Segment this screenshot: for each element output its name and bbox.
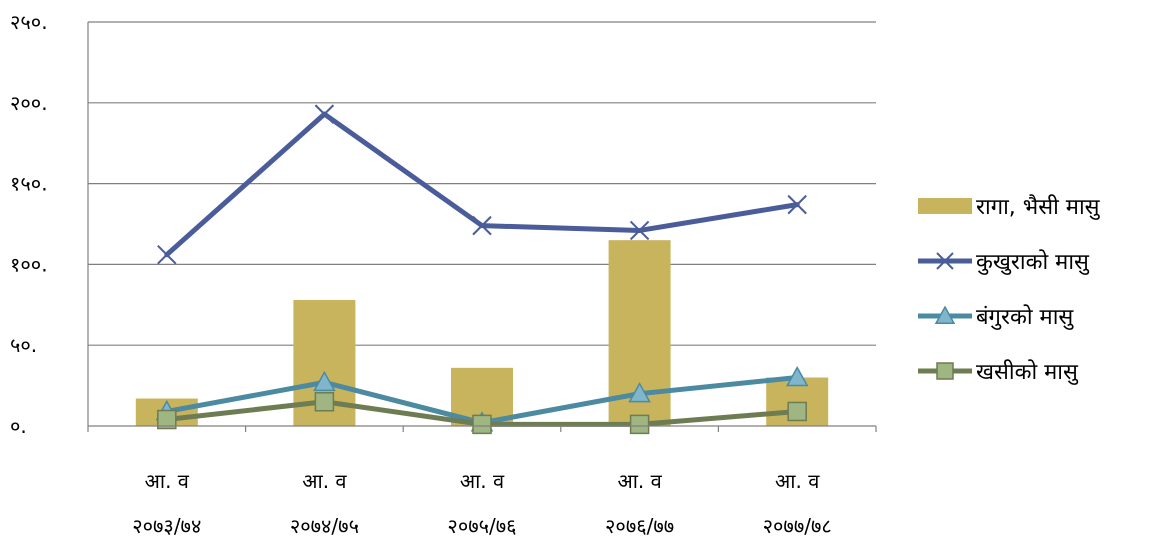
- x-tick-label: २०७७/७८: [763, 514, 832, 538]
- point-marker: [934, 305, 956, 324]
- point-marker: [314, 392, 335, 412]
- x-tick-label: २०७३/७४: [132, 514, 201, 538]
- legend-entry: बंगुरको मासु: [918, 304, 1074, 330]
- point-marker: [629, 220, 650, 241]
- legend-entry: रागा, भैसी मासु: [918, 194, 1101, 220]
- gridlines: [88, 21, 876, 346]
- x-tick-label: २०७६/७७: [605, 514, 674, 538]
- point-marker: [785, 365, 809, 387]
- legend: रागा, भैसी मासु कुखुराको मासु बंगुरको मासु…: [918, 194, 1101, 385]
- point-marker: [157, 244, 177, 265]
- axes: [87, 22, 877, 432]
- y-tick-label: १५०.: [10, 172, 48, 196]
- line-series: [155, 104, 809, 435]
- point-marker: [787, 194, 807, 215]
- point-marker: [787, 401, 807, 422]
- y-tick-label: ५०.: [10, 333, 37, 357]
- point-marker: [314, 104, 335, 124]
- x-tick-label: आ. व: [775, 469, 820, 493]
- y-tick-label: २५०.: [10, 10, 48, 34]
- legend-entry: खसीको मासु: [918, 359, 1079, 385]
- y-tick-label: २००.: [10, 91, 48, 115]
- y-tick-label: १००.: [10, 252, 48, 276]
- x-tick-label: २०७४/७५: [290, 514, 359, 538]
- legend-swatch: [918, 198, 972, 214]
- legend-entry: कुखुराको मासु: [918, 249, 1090, 275]
- x-tick-label: आ. व: [460, 469, 505, 493]
- point-marker: [472, 215, 492, 236]
- x-tick-label: आ. व: [617, 469, 662, 493]
- legend-label: बंगुरको मासु: [976, 304, 1074, 330]
- point-marker: [629, 414, 650, 435]
- legend-label: खसीको मासु: [976, 359, 1079, 385]
- point-marker: [936, 252, 954, 270]
- point-marker: [472, 414, 492, 435]
- x-tick-label: आ. व: [145, 469, 190, 493]
- y-tick-labels: ०. ५०. १००. १५०. २००. २५०.: [10, 10, 48, 438]
- legend-label: रागा, भैसी मासु: [976, 194, 1101, 220]
- series-line: [164, 111, 800, 258]
- x-tick-label: आ. व: [302, 469, 347, 493]
- x-tick-labels: आ. व २०७३/७४ आ. व २०७४/७५ आ. व २०७५/७६ आ. व २०७…: [132, 469, 832, 538]
- x-tick-label: २०७५/७६: [447, 514, 516, 538]
- point-marker: [313, 370, 336, 392]
- point-marker: [628, 382, 651, 403]
- point-marker: [157, 409, 177, 430]
- point-marker: [936, 362, 954, 380]
- legend-label: कुखुराको मासु: [976, 249, 1090, 275]
- y-tick-label: ०.: [10, 414, 27, 438]
